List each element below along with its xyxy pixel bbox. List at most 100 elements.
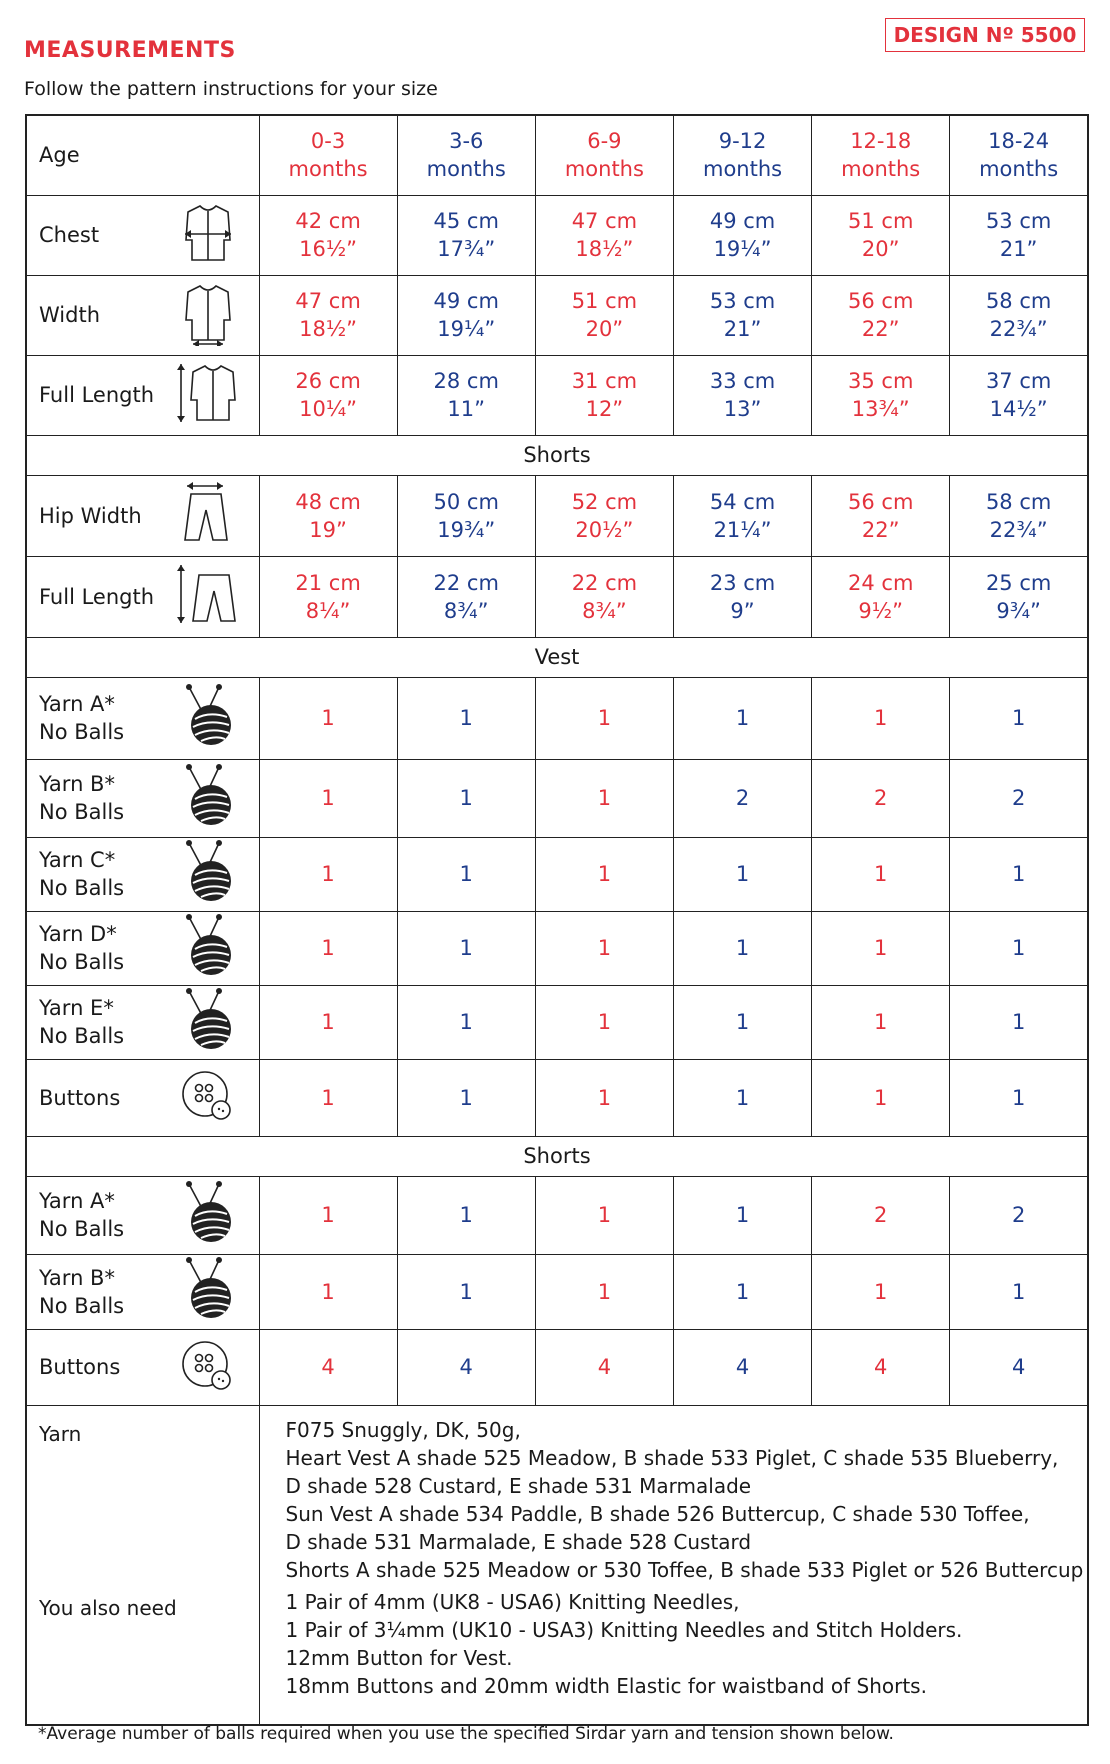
value: 4 — [874, 1355, 888, 1379]
value-line: 18½” — [299, 317, 358, 341]
value: 1 — [735, 936, 750, 960]
label-text: Yarn E* No Balls — [39, 994, 124, 1050]
value-cell: 1 — [396, 758, 536, 838]
value-line: 21¼” — [713, 517, 772, 542]
notes-line: F075 Snuggly, DK, 50g, — [285, 1417, 521, 1442]
label-wrap: Chest — [39, 200, 259, 271]
value-line: 49 cm — [709, 209, 776, 233]
size-line: months — [702, 157, 783, 182]
value-cell: 1 — [811, 676, 951, 760]
value-line: 19¾” — [437, 517, 496, 542]
footnote: *Average number of balls required when y… — [38, 1724, 894, 1744]
value-cell: 1 — [534, 910, 674, 986]
notes-line: 18mm Buttons and 20mm width Elastic for … — [285, 1673, 927, 1698]
value-line: 51 cm — [571, 289, 638, 313]
value-line: 17¾” — [437, 237, 496, 261]
value-line: 51 cm — [848, 209, 914, 233]
row-label-cell: Yarn B* No Balls — [25, 758, 260, 838]
row-label: Age — [25, 114, 260, 196]
value-cell: 1 — [396, 1253, 536, 1330]
value: 2 — [735, 786, 750, 810]
value: 1 — [321, 862, 335, 886]
data-row: Yarn B* No Balls 1 1 1 2 2 2 — [25, 758, 1089, 838]
value: 4 — [1011, 1355, 1026, 1379]
label-text: Yarn B* No Balls — [39, 770, 124, 826]
row-label-cell: Full Length — [25, 354, 260, 436]
row-label-cell: Buttons — [25, 1058, 260, 1137]
value-cell: 53 cm 21” — [949, 194, 1089, 276]
notes-line: D shade 528 Custard, E shade 531 Marmala… — [285, 1473, 752, 1498]
icon — [175, 561, 241, 632]
value-cell: 47 cm 18½” — [534, 194, 674, 276]
value-line: 21 cm — [295, 570, 361, 595]
icon — [175, 200, 241, 271]
value: 1 — [459, 786, 473, 810]
section-row: Shorts — [25, 1135, 1089, 1177]
icon — [175, 683, 241, 754]
value-line: 22” — [861, 317, 900, 341]
value: 1 — [1011, 936, 1026, 960]
value-cell: 42 cm 16½” — [258, 194, 398, 276]
icon — [175, 1062, 241, 1133]
value-cell: 2 — [811, 1175, 951, 1255]
value-cell: 1 — [396, 1175, 536, 1255]
value-line: 22¾” — [989, 517, 1048, 542]
section-row: Shorts — [25, 434, 1089, 476]
icon — [175, 987, 241, 1058]
value: 1 — [321, 936, 335, 960]
value-cell: 1 — [811, 910, 951, 986]
value: 1 — [597, 706, 612, 730]
size-cell: 6-9 months — [534, 114, 674, 196]
label-text: Yarn B* No Balls — [39, 1264, 124, 1320]
value-line: 14½” — [989, 397, 1048, 421]
value-line: 9½” — [858, 598, 903, 623]
value: 2 — [1011, 786, 1026, 810]
value: 1 — [459, 1203, 473, 1227]
value: 1 — [321, 1279, 335, 1304]
size-line: 12-18 — [850, 129, 912, 154]
icon — [175, 1332, 241, 1403]
value: 1 — [735, 1203, 750, 1227]
section-label: Shorts — [25, 434, 1089, 476]
notes-row: You also need 1 Pair of 4mm (UK8 - USA6) … — [25, 1583, 1089, 1725]
value-cell: 1 — [811, 1058, 951, 1137]
value-cell: 1 — [672, 910, 813, 986]
value-line: 20½” — [575, 517, 634, 542]
value-cell: 1 — [672, 836, 813, 912]
icon — [175, 839, 241, 910]
size-line: 6-9 — [587, 129, 622, 154]
data-row: Yarn A* No Balls 1 1 1 1 2 2 — [25, 1175, 1089, 1255]
data-row: Yarn A* No Balls 1 1 1 1 1 1 — [25, 676, 1089, 760]
value-line: 25 cm — [985, 570, 1052, 595]
label-text: Yarn A* No Balls — [39, 690, 124, 746]
value-line: 22” — [861, 517, 900, 542]
value: 1 — [1011, 1279, 1026, 1304]
value: 1 — [321, 1085, 335, 1110]
value-cell: 1 — [811, 836, 951, 912]
value-line: 45 cm — [433, 209, 499, 233]
label-line: No Balls — [39, 800, 125, 824]
value-cell: 1 — [672, 984, 813, 1060]
label-line: No Balls — [39, 950, 125, 974]
value-line: 11” — [447, 397, 486, 421]
data-row: Chest 42 cm 16½” 45 cm 17¾” 47 cm 18½” 49 cm 19¼… — [25, 194, 1089, 276]
value-line: 19¼” — [437, 317, 496, 341]
value-cell: 56 cm 22” — [811, 274, 951, 356]
value-cell: 1 — [534, 676, 674, 760]
label-wrap: Yarn B* No Balls — [39, 763, 259, 834]
label-line: Yarn A* — [39, 692, 115, 716]
value-cell: 1 — [396, 676, 536, 760]
label-line: Yarn C* — [39, 848, 116, 872]
data-row: Buttons 1 1 1 1 1 1 — [25, 1058, 1089, 1137]
label-text: Full Length — [39, 583, 154, 611]
data-row: Yarn E* No Balls 1 1 1 1 1 1 — [25, 984, 1089, 1060]
notes-line: D shade 531 Marmalade, E shade 528 Custa… — [285, 1529, 752, 1554]
value-line: 12” — [585, 397, 624, 421]
value-cell: 49 cm 19¼” — [396, 274, 536, 356]
value-cell: 1 — [949, 910, 1089, 986]
value: 1 — [459, 862, 473, 886]
value: 1 — [597, 786, 612, 810]
icon — [175, 280, 241, 351]
label-line: Yarn B* — [39, 1265, 115, 1290]
